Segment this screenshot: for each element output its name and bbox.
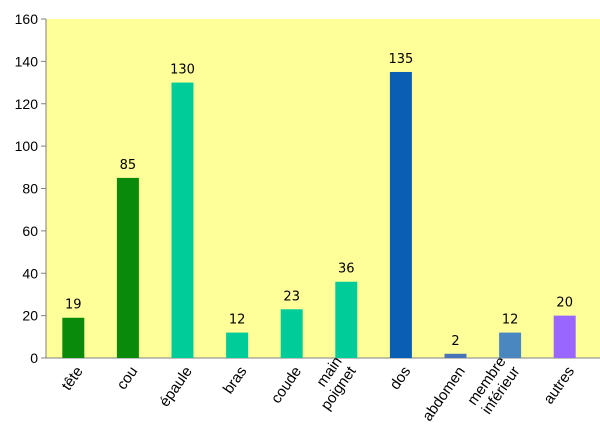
bar: [389, 71, 412, 358]
bar: [62, 317, 85, 358]
bars: [62, 71, 576, 358]
bar: [280, 309, 303, 358]
category-label-line: épaule: [156, 363, 196, 410]
data-label: 20: [556, 296, 573, 311]
y-tick-label: 40: [22, 265, 38, 281]
bar: [335, 281, 358, 358]
y-axis-ticks: 0 20 40 60 80 100 120 140 160: [15, 11, 46, 366]
bar: [226, 332, 249, 358]
y-tick-label: 120: [15, 96, 39, 112]
y-tick-label: 20: [22, 308, 38, 324]
data-label: 23: [283, 289, 300, 304]
category-label-line: abdomen: [419, 363, 469, 424]
data-label: 2: [451, 334, 459, 349]
category-label-line: coude: [268, 363, 305, 406]
y-tick-label: 80: [22, 181, 38, 197]
data-label: 85: [120, 158, 137, 173]
category-label: cou: [113, 363, 141, 393]
category-label: coude: [268, 363, 305, 406]
category-label: abdomen: [419, 363, 469, 424]
category-label-line: autres: [540, 363, 578, 407]
data-labels: 19 85 130 12 23 36 135 2 12 20: [65, 52, 573, 349]
data-label: 12: [229, 313, 246, 328]
y-tick-label: 160: [15, 11, 39, 27]
data-label: 130: [170, 63, 195, 78]
category-label: bras: [220, 363, 251, 397]
y-tick-label: 140: [15, 53, 39, 69]
y-tick-label: 100: [15, 138, 39, 154]
bar: [499, 332, 522, 358]
data-label: 36: [338, 262, 355, 277]
bar: [444, 353, 467, 358]
data-label: 19: [65, 298, 82, 313]
category-label: dos: [386, 363, 414, 393]
bar: [171, 82, 194, 358]
category-label-line: dos: [386, 363, 414, 393]
category-label-line: bras: [220, 363, 251, 397]
y-tick-label: 60: [22, 223, 38, 239]
data-label: 135: [388, 52, 413, 67]
category-label: tête: [58, 363, 86, 393]
bar: [553, 315, 576, 358]
category-label: autres: [540, 363, 578, 407]
category-label-line: tête: [58, 363, 86, 393]
data-label: 12: [502, 313, 519, 328]
category-label: épaule: [156, 363, 196, 410]
bar: [116, 177, 139, 358]
category-label-line: cou: [113, 363, 141, 393]
y-tick-label: 0: [30, 350, 38, 366]
